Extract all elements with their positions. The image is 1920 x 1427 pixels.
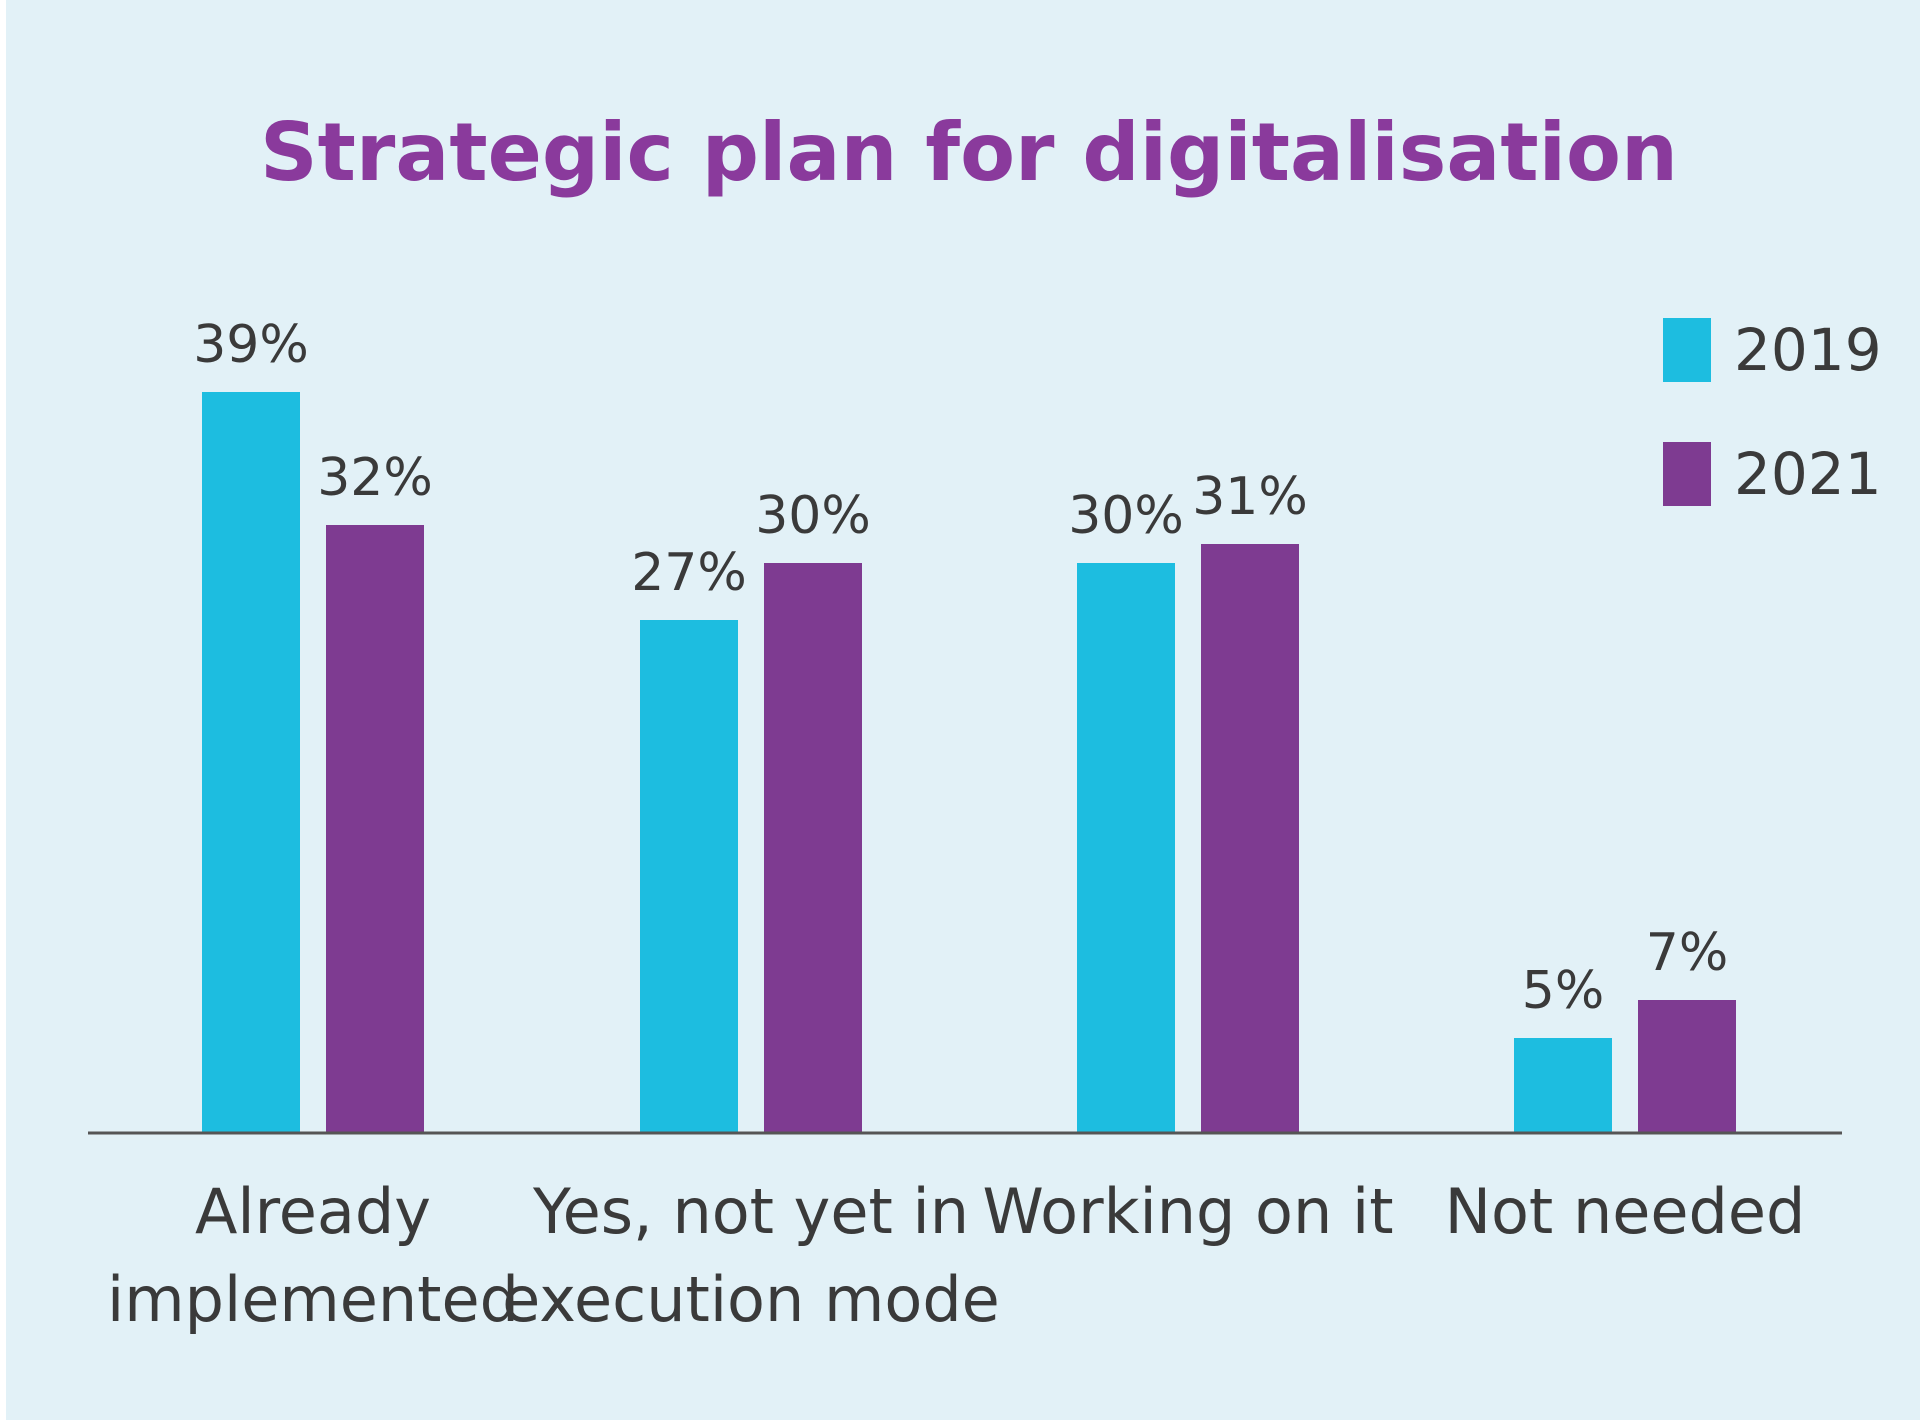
legend-label-2019: 2019 — [1734, 316, 1882, 384]
category-label-3-0: Not needed — [1445, 1175, 1806, 1248]
bar-chart: Strategic plan for digitalisation 39% 32%… — [88, 106, 1882, 1336]
value-label-2019-0: 39% — [193, 315, 309, 375]
legend: 2019 2021 — [1663, 316, 1882, 508]
value-label-2021-1: 30% — [755, 486, 871, 546]
category-label-1-0: Yes, not yet in — [532, 1175, 969, 1248]
value-label-2019-1: 27% — [631, 543, 747, 603]
value-label-2021-3: 7% — [1646, 923, 1729, 983]
value-labels-group: 39%32%27%30% 30% 31%5%7% — [193, 315, 1728, 1021]
bar-2019-1 — [640, 620, 738, 1133]
bar-2021-1 — [764, 563, 862, 1133]
category-label-1-1: execution mode — [502, 1263, 1000, 1336]
category-label-0-0: Already — [195, 1175, 431, 1248]
category-label-2-0: Working on it — [982, 1175, 1393, 1248]
legend-swatch-2019 — [1663, 318, 1711, 382]
chart-title: Strategic plan for digitalisation — [260, 106, 1678, 199]
value-label-2019-3: 5% — [1522, 961, 1605, 1021]
bar-2021-2 — [1201, 544, 1299, 1133]
bar-2019-0 — [202, 392, 300, 1133]
bar-2021-0 — [326, 525, 424, 1133]
bar-2019-2 — [1077, 563, 1175, 1133]
value-label-2019-2: 30% — [1068, 486, 1184, 546]
bar-2019-3 — [1514, 1038, 1612, 1133]
legend-swatch-2021 — [1663, 442, 1711, 506]
bar-2021-3 — [1638, 1000, 1736, 1133]
chart-panel: Strategic plan for digitalisation 39% 32%… — [6, 0, 1920, 1420]
value-label-2021-2: 31% — [1192, 467, 1308, 527]
bars-group — [202, 392, 1736, 1133]
legend-label-2021: 2021 — [1734, 440, 1882, 508]
value-label-2021-0: 32% — [317, 448, 433, 508]
category-label-0-1: implemented — [107, 1263, 519, 1336]
